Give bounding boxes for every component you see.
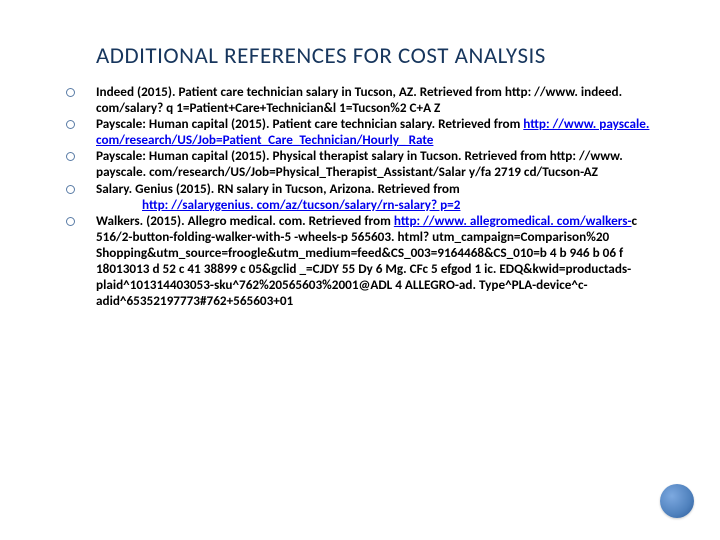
reference-text: Payscale: Human capital (2015). Physical… (96, 147, 623, 180)
reference-link[interactable]: http: //salarygenius. com/az/tucson/sala… (142, 196, 460, 213)
reference-text: Walkers. (2015). Allegro medical. com. R… (96, 212, 394, 229)
reference-list: Indeed (2015). Patient care technician s… (62, 84, 658, 309)
reference-item: Indeed (2015). Patient care technician s… (62, 84, 658, 116)
reference-item: Salary. Genius (2015). RN salary in Tucs… (62, 181, 658, 213)
reference-text: Salary. Genius (2015). RN salary in Tucs… (96, 180, 460, 197)
reference-text: Payscale: Human capital (2015). Patient … (96, 115, 523, 132)
reference-link[interactable]: http: //www. allegromedical. com/walkers… (394, 212, 632, 229)
reference-item: Payscale: Human capital (2015). Physical… (62, 148, 658, 180)
accent-circle-icon (660, 484, 694, 518)
reference-indent: http: //salarygenius. com/az/tucson/sala… (96, 197, 658, 213)
reference-text: Indeed (2015). Patient care technician s… (96, 83, 622, 116)
slide-title: ADDITIONAL REFERENCES FOR COST ANALYSIS (62, 42, 658, 70)
reference-item: Payscale: Human capital (2015). Patient … (62, 116, 658, 148)
reference-item: Walkers. (2015). Allegro medical. com. R… (62, 213, 658, 310)
